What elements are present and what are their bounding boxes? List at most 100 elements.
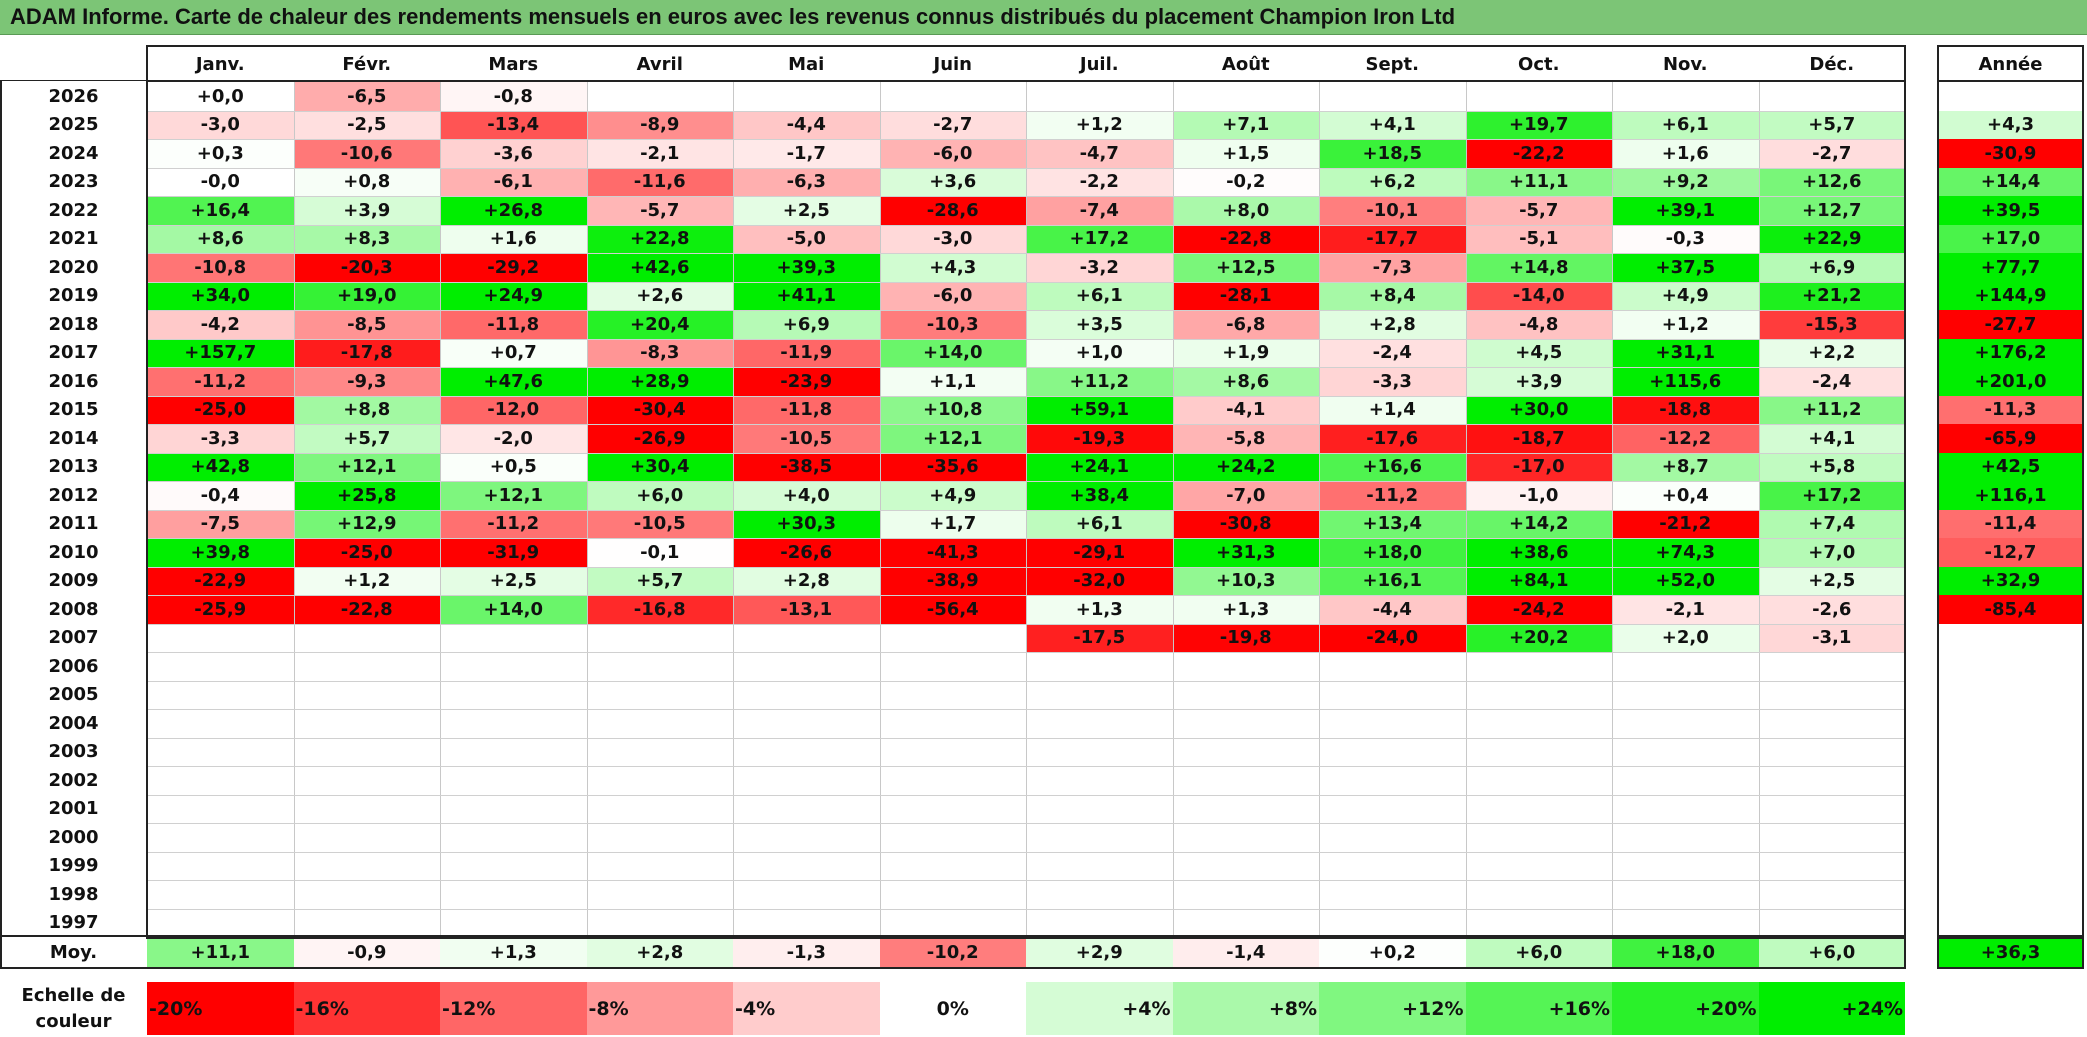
heatmap-cell: -8,9 bbox=[586, 110, 733, 139]
heatmap-cell bbox=[147, 851, 294, 880]
annual-cell: +201,0 bbox=[1938, 367, 2083, 396]
heatmap-cell bbox=[1172, 709, 1319, 738]
heatmap-cell: +19,0 bbox=[293, 281, 440, 310]
heatmap-cell: +1,6 bbox=[440, 224, 587, 253]
year-label: 2002 bbox=[48, 769, 99, 791]
year-label: 2014 bbox=[48, 427, 99, 449]
heatmap-cell bbox=[1026, 709, 1173, 738]
heatmap-cell: +5,7 bbox=[1758, 110, 1905, 139]
heatmap-cell: -29,2 bbox=[440, 253, 587, 282]
heatmap-cell: +34,0 bbox=[147, 281, 294, 310]
heatmap-cell bbox=[1026, 794, 1173, 823]
heatmap-cell bbox=[1612, 794, 1759, 823]
heatmap-cell: -12,0 bbox=[440, 395, 587, 424]
heatmap-cell: -2,1 bbox=[1612, 595, 1759, 624]
heatmap-cell: +13,4 bbox=[1319, 509, 1466, 538]
heatmap-cell: -10,6 bbox=[293, 139, 440, 168]
heatmap-cell bbox=[1319, 709, 1466, 738]
heatmap-cell: -26,9 bbox=[586, 424, 733, 453]
heatmap-cell: -35,6 bbox=[879, 452, 1026, 481]
heatmap-cell bbox=[440, 623, 587, 652]
month-header: Août bbox=[1221, 53, 1270, 75]
heatmap-cell bbox=[147, 823, 294, 852]
heatmap-cell: +6,1 bbox=[1612, 110, 1759, 139]
heatmap-cell: +22,9 bbox=[1758, 224, 1905, 253]
heatmap-cell bbox=[1758, 709, 1905, 738]
heatmap-cell: -11,2 bbox=[147, 367, 294, 396]
year-label: 2018 bbox=[48, 313, 99, 335]
heatmap-cell: -0,0 bbox=[147, 167, 294, 196]
heatmap-cell bbox=[879, 766, 1026, 795]
heatmap-cell: +2,0 bbox=[1612, 623, 1759, 652]
heatmap-cell: +16,6 bbox=[1319, 452, 1466, 481]
heatmap-cell bbox=[440, 908, 587, 937]
heatmap-cell: -11,9 bbox=[733, 338, 880, 367]
heatmap-cell: -5,1 bbox=[1465, 224, 1612, 253]
heatmap-cell bbox=[733, 794, 880, 823]
heatmap-cell bbox=[1319, 851, 1466, 880]
title-bar: ADAM Informe. Carte de chaleur des rende… bbox=[0, 0, 2087, 35]
heatmap-cell: +8,3 bbox=[293, 224, 440, 253]
heatmap-cell bbox=[1172, 680, 1319, 709]
heatmap-cell bbox=[1026, 823, 1173, 852]
month-header: Févr. bbox=[342, 53, 392, 75]
heatmap-cell: +31,1 bbox=[1612, 338, 1759, 367]
heatmap-cell: -0,3 bbox=[1612, 224, 1759, 253]
heatmap-cell bbox=[440, 823, 587, 852]
grid-line bbox=[147, 481, 1905, 482]
heatmap-cell: +0,8 bbox=[293, 167, 440, 196]
heatmap-cell: -3,2 bbox=[1026, 253, 1173, 282]
average-cell: +2,8 bbox=[586, 937, 733, 967]
heatmap-cell: +0,0 bbox=[147, 82, 294, 111]
heatmap-cell bbox=[1172, 908, 1319, 937]
heatmap-cell: +1,9 bbox=[1172, 338, 1319, 367]
heatmap-cell: -18,8 bbox=[1612, 395, 1759, 424]
heatmap-cell bbox=[586, 709, 733, 738]
heatmap-cell: +4,1 bbox=[1758, 424, 1905, 453]
month-header: Janv. bbox=[195, 53, 245, 75]
scale-swatch: -20% bbox=[147, 982, 294, 1035]
heatmap-cell bbox=[1465, 652, 1612, 681]
heatmap-cell bbox=[1758, 880, 1905, 909]
heatmap-cell bbox=[586, 908, 733, 937]
heatmap-cell: +2,2 bbox=[1758, 338, 1905, 367]
heatmap-cell: +38,6 bbox=[1465, 538, 1612, 567]
annual-cell: -11,3 bbox=[1938, 395, 2083, 424]
heatmap-cell: -7,0 bbox=[1172, 481, 1319, 510]
average-cell: +18,0 bbox=[1612, 937, 1759, 967]
scale-swatch: -4% bbox=[733, 982, 880, 1035]
annual-cell: +42,5 bbox=[1938, 452, 2083, 481]
annual-cell bbox=[1938, 623, 2083, 652]
heatmap-cell: +26,8 bbox=[440, 196, 587, 225]
heatmap-cell bbox=[293, 737, 440, 766]
heatmap-cell: +3,9 bbox=[1465, 367, 1612, 396]
heatmap-cell: -3,0 bbox=[147, 110, 294, 139]
heatmap-cell bbox=[1026, 652, 1173, 681]
heatmap-cell bbox=[1319, 652, 1466, 681]
heatmap-cell: -19,8 bbox=[1172, 623, 1319, 652]
annual-cell bbox=[1938, 851, 2083, 880]
heatmap-cell bbox=[1465, 737, 1612, 766]
average-cell: +2,9 bbox=[1026, 937, 1173, 967]
heatmap-cell: +30,4 bbox=[586, 452, 733, 481]
annual-cell: +77,7 bbox=[1938, 253, 2083, 282]
heatmap-cell bbox=[1026, 908, 1173, 937]
grid-line bbox=[147, 823, 1905, 824]
year-label: 1998 bbox=[48, 883, 99, 905]
heatmap-cell bbox=[440, 737, 587, 766]
heatmap-cell: -2,4 bbox=[1319, 338, 1466, 367]
heatmap-cell bbox=[1319, 908, 1466, 937]
heatmap-cell: -22,9 bbox=[147, 566, 294, 595]
heatmap-cell: +30,3 bbox=[733, 509, 880, 538]
heatmap-cell bbox=[1758, 680, 1905, 709]
heatmap-cell bbox=[1612, 880, 1759, 909]
heatmap-cell: -0,4 bbox=[147, 481, 294, 510]
annual-cell: -27,7 bbox=[1938, 310, 2083, 339]
heatmap-cell bbox=[586, 794, 733, 823]
heatmap-cell: -25,9 bbox=[147, 595, 294, 624]
heatmap-cell: -5,8 bbox=[1172, 424, 1319, 453]
heatmap-cell: +12,5 bbox=[1172, 253, 1319, 282]
heatmap-cell bbox=[1026, 880, 1173, 909]
heatmap-cell bbox=[147, 880, 294, 909]
